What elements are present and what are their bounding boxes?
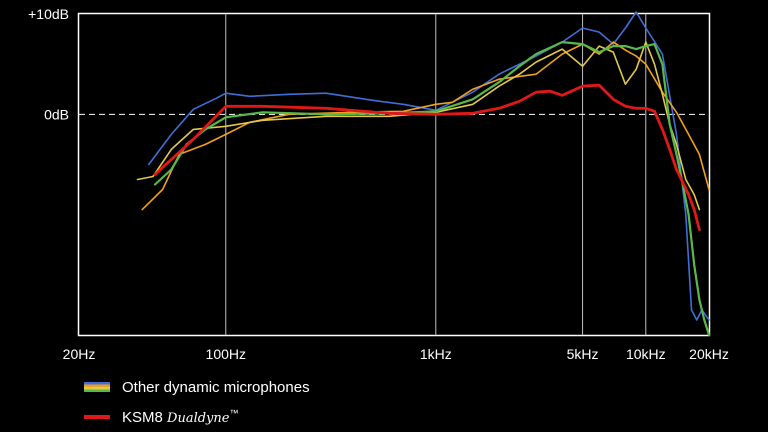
x-tick-label-10khz: 10kHz: [626, 346, 666, 362]
legend: Other dynamic microphones KSM8 Dualdyne™: [84, 372, 310, 432]
dualdyne-brand: Dualdyne: [167, 411, 230, 426]
series-line-4: [153, 40, 711, 337]
x-tick-label-1khz: 1kHz: [420, 346, 452, 362]
series-line-3: [136, 41, 701, 211]
legend-item-other-mics: Other dynamic microphones: [84, 372, 310, 402]
x-tick-label-100hz: 100Hz: [206, 346, 246, 362]
trademark-symbol: ™: [229, 408, 239, 418]
x-tick-label-20khz: 20kHz: [689, 346, 729, 362]
legend-label-ksm8: KSM8 Dualdyne™: [122, 408, 238, 426]
y-tick-label-zero: 0dB: [44, 106, 69, 122]
y-tick-label-plus10: +10dB: [28, 6, 69, 22]
series-line-1: [148, 11, 710, 321]
series-line-2: [141, 41, 710, 211]
legend-label-other-mics: Other dynamic microphones: [122, 378, 310, 396]
x-tick-label-20hz: 20Hz: [63, 346, 96, 362]
series-line-5: [153, 83, 701, 232]
multicolor-swatch-icon: [84, 382, 110, 392]
ksm8-model: KSM8: [122, 409, 163, 426]
legend-item-ksm8: KSM8 Dualdyne™: [84, 402, 310, 432]
x-tick-label-5khz: 5kHz: [567, 346, 599, 362]
chart-frame: [77, 12, 711, 337]
red-line-swatch-icon: [84, 415, 110, 419]
